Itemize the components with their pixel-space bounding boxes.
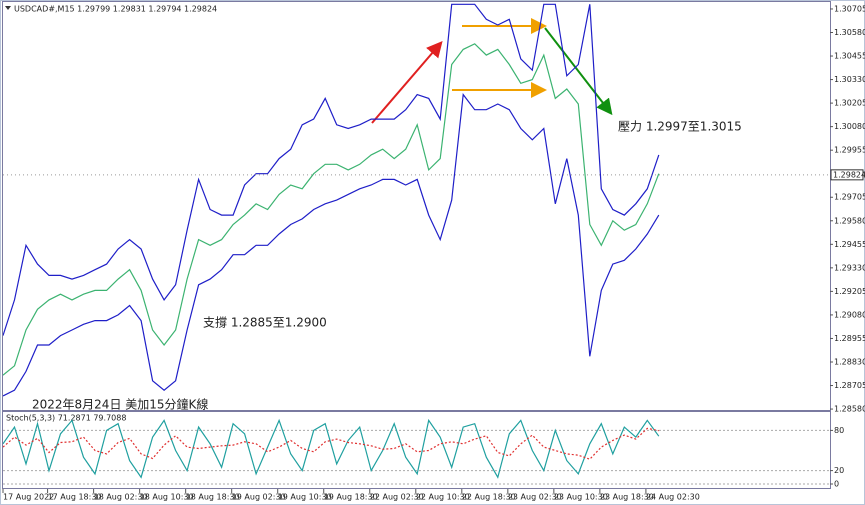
y-tick-label: 1.29455 xyxy=(834,240,865,249)
series-line xyxy=(3,43,660,376)
y-tick-label: 1.30455 xyxy=(834,52,865,61)
annotation: 2022年8月24日 美加15分鐘K線 xyxy=(32,397,208,412)
plot-area xyxy=(3,418,830,485)
series-line xyxy=(3,427,659,460)
chart-title: USDCAD#,M15 1.29799 1.29831 1.29794 1.29… xyxy=(14,5,217,14)
x-tick-label: 18 Aug 18:30 xyxy=(186,493,240,502)
x-tick-label: 22 Aug 10:30 xyxy=(416,493,470,502)
y-tick-label: 1.28955 xyxy=(834,334,865,343)
price-marker-box xyxy=(830,169,864,181)
x-tick-label: 19 Aug 02:30 xyxy=(232,493,286,502)
y-tick-label: 0 xyxy=(834,480,839,489)
y-tick-label: 1.28705 xyxy=(834,381,865,390)
annotation: 支撐 1.2885至1.2900 xyxy=(203,316,327,330)
annotation: 壓力 1.2997至1.3015 xyxy=(618,120,742,134)
x-tick-label: 18 Aug 10:30 xyxy=(140,493,194,502)
y-tick-label: 1.29080 xyxy=(834,310,865,319)
menu-icon xyxy=(5,6,11,10)
price-marker-label: 1.29824 xyxy=(833,170,865,179)
arrow-up xyxy=(371,40,443,124)
x-tick-label: 17 Aug 18:30 xyxy=(48,493,102,502)
x-tick-label: 19 Aug 10:30 xyxy=(278,493,332,502)
stoch-title: Stoch(5,3,3) 71.2871 79.7088 xyxy=(6,414,126,423)
x-tick-label: 23 Aug 02:30 xyxy=(508,493,562,502)
y-tick-label: 80 xyxy=(834,426,844,435)
y-tick-label: 1.28830 xyxy=(834,357,865,366)
y-tick-label: 1.30580 xyxy=(834,28,865,37)
series-line xyxy=(3,3,660,336)
x-tick-label: 19 Aug 18:30 xyxy=(324,493,378,502)
x-tick-label: 22 Aug 18:30 xyxy=(462,493,516,502)
series-line xyxy=(3,93,660,397)
y-tick-label: 1.28580 xyxy=(834,405,865,414)
arrow-down xyxy=(544,27,613,116)
y-tick-label: 1.29955 xyxy=(834,146,865,155)
y-tick-label: 1.30705 xyxy=(834,4,865,13)
y-tick-label: 20 xyxy=(834,466,844,475)
series-line xyxy=(3,418,660,479)
x-tick-label: 24 Aug 02:30 xyxy=(646,493,700,502)
x-tick-label: 23 Aug 18:30 xyxy=(600,493,654,502)
y-tick-label: 1.30205 xyxy=(834,99,865,108)
x-tick-label: 17 Aug 2022 xyxy=(3,493,54,502)
y-tick-label: 1.29205 xyxy=(834,287,865,296)
y-tick-label: 1.30080 xyxy=(834,122,865,131)
y-tick-label: 1.29330 xyxy=(834,263,865,272)
main-panel xyxy=(2,1,831,411)
x-tick-label: 23 Aug 10:30 xyxy=(554,493,608,502)
y-tick-label: 1.29580 xyxy=(834,216,865,225)
stoch-panel xyxy=(2,411,831,489)
plot-area xyxy=(3,3,830,397)
y-tick-label: 1.29705 xyxy=(834,193,865,202)
x-tick-label: 18 Aug 02:30 xyxy=(94,493,148,502)
y-tick-label: 1.30330 xyxy=(834,75,865,84)
x-tick-label: 22 Aug 02:30 xyxy=(370,493,424,502)
